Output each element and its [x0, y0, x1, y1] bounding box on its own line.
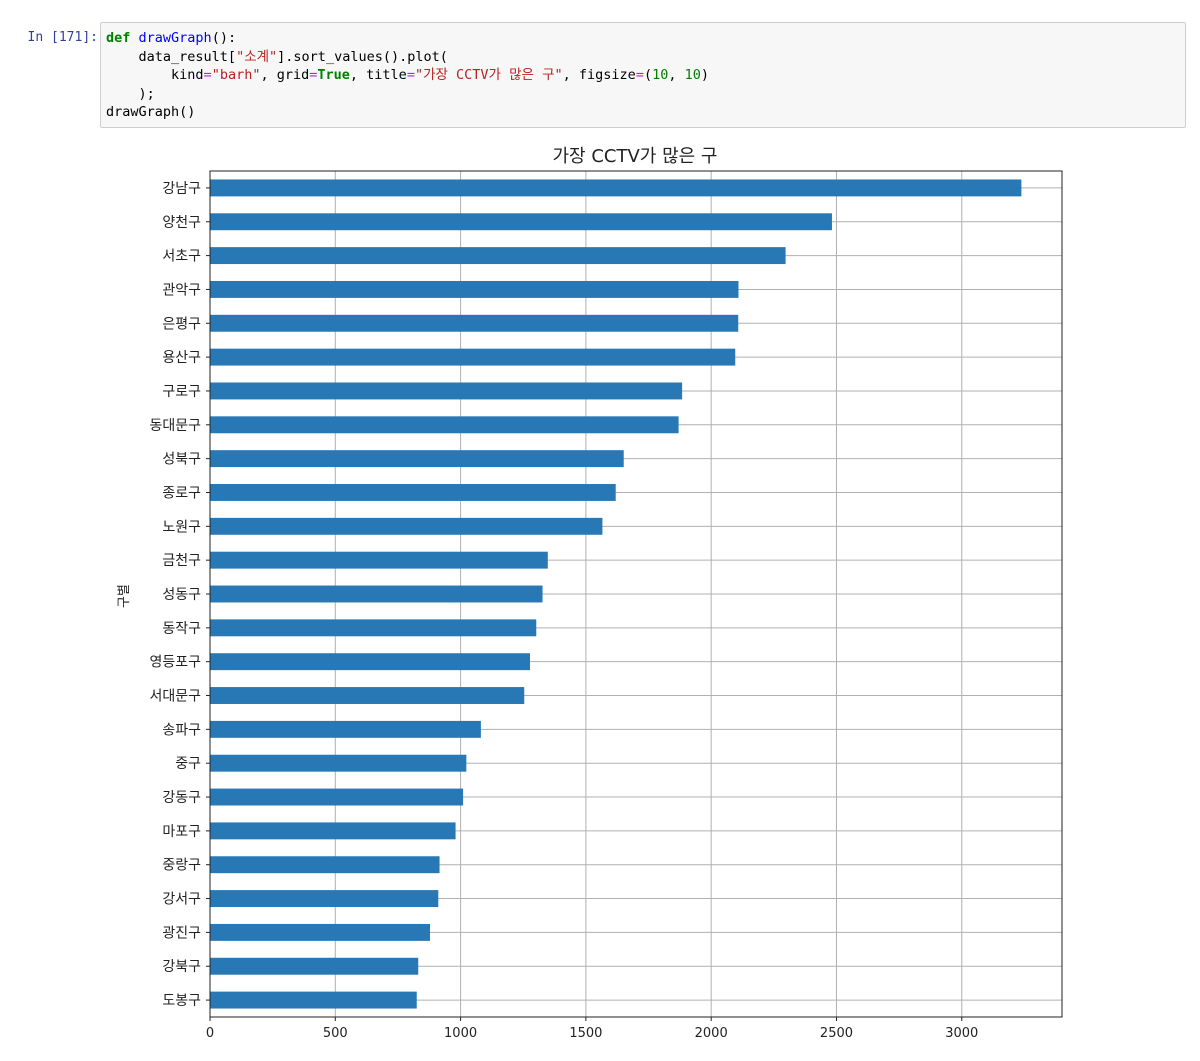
y-tick-label: 관악구	[162, 282, 201, 298]
y-tick-label: 노원구	[162, 519, 201, 535]
bar	[210, 890, 439, 908]
bar	[210, 551, 548, 569]
y-tick-label: 종로구	[162, 485, 201, 501]
bar-layer	[210, 179, 1022, 1009]
bar	[210, 788, 464, 806]
y-tick-label: 영등포구	[149, 655, 201, 671]
code-text: ,	[349, 67, 367, 84]
operator: =	[406, 67, 415, 84]
bar	[210, 348, 736, 366]
bar	[210, 382, 683, 400]
y-tick-label: 강동구	[162, 790, 201, 806]
bar	[210, 450, 624, 468]
code-line-5: drawGraph()	[106, 104, 196, 121]
code-editor[interactable]: def drawGraph(): data_result["소계"].sort_…	[100, 22, 1186, 128]
string-literal: "가장 CCTV가 많은 구"	[414, 67, 563, 84]
y-tick-label: 중구	[175, 756, 201, 772]
keyword-def: def	[106, 30, 131, 46]
axis-layer: 0 500 1000 1500 2000 2500 3000 강남구양천구서초구관악구은평구용…	[149, 170, 1063, 1041]
plot-frame	[209, 170, 1063, 1018]
x-tick-label: 1500	[569, 1026, 602, 1041]
code-text: data_result[	[138, 48, 237, 65]
code-text: ,	[562, 67, 579, 84]
y-tick-label: 금천구	[162, 553, 201, 569]
y-tick-label: 강북구	[162, 959, 201, 975]
x-tick-label: 1000	[444, 1026, 477, 1041]
bar	[210, 856, 440, 874]
x-tick-label: 500	[323, 1026, 348, 1041]
y-tick-label: 용산구	[162, 350, 201, 366]
bar	[210, 653, 531, 671]
bar	[210, 517, 603, 535]
bar	[210, 416, 679, 434]
code-line-3: kind="barh", grid=True, title="가장 CCTV가 …	[106, 67, 709, 83]
bar-chart: 가장 CCTV가 많은 구 구별 0 500 1000 1500 2000 2500 300…	[117, 146, 1063, 1041]
y-tick-label: 양천구	[162, 215, 201, 231]
y-tick-label: 강서구	[162, 892, 201, 908]
chart-title: 가장 CCTV가 많은 구	[553, 146, 718, 167]
code-text: ].sort_values().plot(	[277, 48, 448, 65]
y-tick-label: 성북구	[162, 452, 201, 468]
bar	[210, 585, 543, 603]
bar	[210, 822, 456, 840]
bar	[210, 280, 739, 298]
indent	[106, 49, 139, 65]
function-name: drawGraph	[138, 30, 212, 46]
y-tick-label: 송파구	[162, 722, 201, 738]
code-line-2: data_result["소계"].sort_values().plot(	[106, 49, 448, 65]
code-line-4: );	[106, 85, 155, 102]
y-tick-label: 서대문구	[149, 689, 201, 705]
x-tick-label: 0	[206, 1026, 214, 1041]
y-tick-label: 서초구	[162, 249, 201, 265]
indent	[106, 67, 171, 83]
kwarg-name: grid	[276, 67, 310, 84]
cell-output: 가장 CCTV가 많은 구 구별 0 500 1000 1500 2000 2500 300…	[100, 136, 1100, 1056]
bar	[210, 991, 417, 1009]
code-text: ,	[260, 67, 277, 84]
number-literal: 10	[684, 67, 701, 84]
y-tick-label: 성동구	[162, 587, 201, 603]
x-tick-label: 2000	[695, 1026, 728, 1041]
y-tick-label: 중랑구	[162, 858, 201, 874]
y-tick-label: 마포구	[162, 824, 201, 840]
input-prompt: In [171]:	[27, 30, 98, 45]
y-axis-label: 구별	[117, 584, 132, 608]
string-literal: "소계"	[236, 48, 278, 65]
y-tick-label: 구로구	[162, 384, 201, 400]
y-tick-label: 도봉구	[162, 993, 201, 1009]
x-tick-label: 3000	[945, 1026, 978, 1041]
bar	[210, 957, 419, 975]
bar	[210, 247, 786, 265]
code-line-1: def drawGraph():	[106, 30, 236, 46]
kwarg-name: title	[366, 67, 407, 84]
bar	[210, 720, 481, 738]
x-tick-label: 2500	[820, 1026, 853, 1041]
number-literal: 10	[652, 67, 669, 84]
string-literal: "barh"	[211, 67, 261, 84]
bar	[210, 923, 431, 941]
bar	[210, 179, 1022, 197]
code-text: ():	[211, 30, 237, 46]
bar	[210, 754, 467, 772]
kwarg-name: figsize	[578, 67, 636, 84]
code-text: ,	[668, 67, 685, 84]
operator: =	[203, 67, 212, 84]
code-text: (	[643, 67, 653, 84]
bar	[210, 619, 537, 637]
y-tick-label: 광진구	[162, 925, 201, 941]
kwarg-name: kind	[171, 67, 204, 84]
keyword-true: True	[317, 67, 350, 84]
bar	[210, 484, 616, 501]
y-tick-label: 강남구	[162, 181, 201, 197]
operator: =	[309, 67, 318, 84]
code-text: )	[700, 67, 710, 84]
y-tick-label: 동작구	[162, 621, 201, 637]
bar	[210, 213, 832, 231]
y-tick-label: 은평구	[162, 316, 201, 332]
bar	[210, 687, 525, 704]
y-tick-label: 동대문구	[149, 418, 201, 434]
bar	[210, 314, 739, 332]
operator: =	[635, 67, 644, 84]
